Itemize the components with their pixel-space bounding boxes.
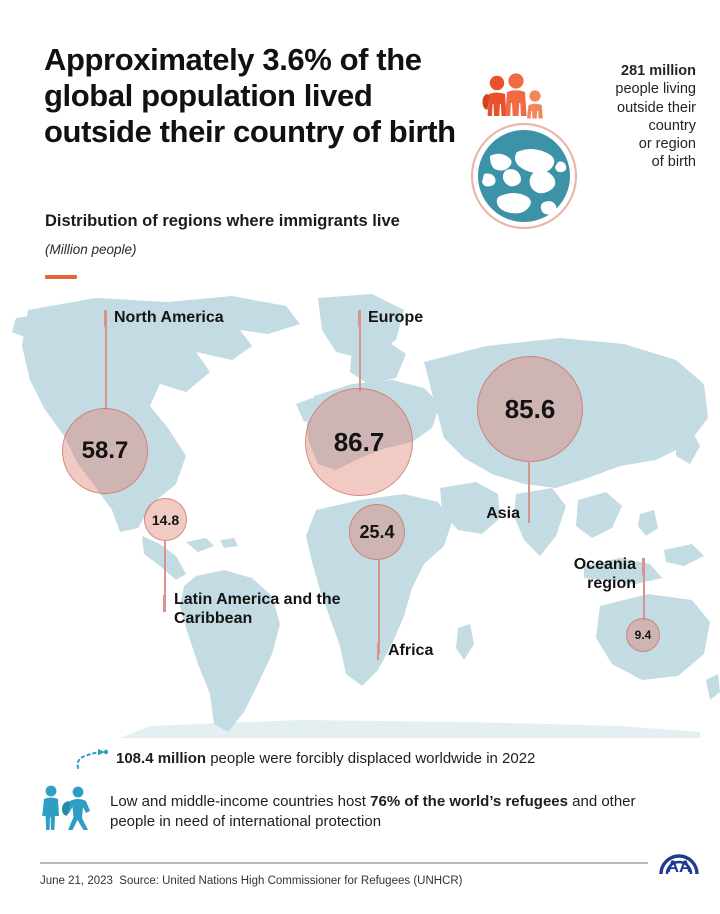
bubble-value-oceania: 9.4 xyxy=(634,628,652,642)
bubble-value-europe: 86.7 xyxy=(333,426,385,457)
leader-line-africa xyxy=(378,559,380,654)
bubble-latin-america[interactable]: 14.8 xyxy=(144,498,187,541)
leader-line-oceania xyxy=(643,558,645,620)
footer-divider xyxy=(40,862,648,864)
leader-line-latin-america xyxy=(164,540,166,612)
map-label-africa-text: Africa xyxy=(388,642,434,659)
map-label-asia-text: Asia xyxy=(486,505,520,522)
footer-date: June 21, 2023 xyxy=(40,875,113,887)
note-displacement-bold: 108.4 million xyxy=(116,750,207,767)
note-displacement-rest: people were forcibly displaced worldwide… xyxy=(206,750,536,767)
leader-line-europe xyxy=(359,310,361,392)
subtitle: Distribution of regions where immigrants… xyxy=(45,212,400,230)
note-displacement-text: 108.4 million people were forcibly displ… xyxy=(116,748,535,769)
map-label-africa: Africa xyxy=(388,642,433,661)
map-label-north-america: North America xyxy=(114,309,224,328)
leader-tick-latin-america xyxy=(163,595,165,612)
globe-icon xyxy=(470,122,578,230)
map-label-asia: Asia xyxy=(448,505,520,524)
world-map: North America 58.7 14.8 Latin America an… xyxy=(0,288,720,738)
bubble-value-north-america: 58.7 xyxy=(81,437,129,464)
page-title: Approximately 3.6% of the global populat… xyxy=(44,42,456,149)
bubble-north-america[interactable]: 58.7 xyxy=(62,408,148,494)
stat-value: 281 million xyxy=(621,63,696,79)
svg-text:AA: AA xyxy=(667,857,692,876)
note-refugees-pre: Low and middle-income countries host xyxy=(110,793,371,810)
header: Approximately 3.6% of the global populat… xyxy=(0,0,720,285)
accent-divider xyxy=(45,275,77,279)
leader-line-north-america xyxy=(105,310,107,410)
map-label-europe-text: Europe xyxy=(368,309,424,326)
note-refugees: Low and middle-income countries host 76%… xyxy=(38,784,680,832)
note-displacement: 108.4 million people were forcibly displ… xyxy=(74,748,535,774)
note-refugees-text: Low and middle-income countries host 76%… xyxy=(110,784,680,831)
map-label-north-america-text: North America xyxy=(114,309,224,326)
map-label-europe: Europe xyxy=(368,309,423,328)
globe-family-illustration xyxy=(470,72,580,232)
leader-line-asia xyxy=(528,461,530,523)
bubble-oceania[interactable]: 9.4 xyxy=(626,618,660,652)
leader-tick-africa xyxy=(377,643,379,660)
bubble-value-asia: 85.6 xyxy=(504,393,556,424)
migration-path-icon xyxy=(76,749,108,769)
bubble-value-africa: 25.4 xyxy=(359,521,395,542)
bubble-asia[interactable]: 85.6 xyxy=(477,356,583,462)
global-migrants-stat: 281 million people living outside their … xyxy=(578,62,696,172)
map-label-oceania-text: Oceania region xyxy=(573,556,636,592)
stat-line-4: or region xyxy=(638,136,696,153)
note-refugees-post: and other people in need of internationa… xyxy=(110,793,636,830)
map-label-oceania: Oceania region xyxy=(552,556,636,594)
notes-section: 108.4 million people were forcibly displ… xyxy=(0,740,720,840)
stat-line-2: outside their xyxy=(617,99,696,116)
bubble-europe[interactable]: 86.7 xyxy=(305,388,413,496)
anadolu-agency-logo: AA xyxy=(659,854,699,876)
footer-credits: June 21, 2023 Source: United Nations Hig… xyxy=(40,875,463,887)
refugees-walking-icon xyxy=(42,785,90,830)
note-refugees-bold: 76% of the world’s refugees xyxy=(370,793,568,810)
stat-line-1: people living xyxy=(615,81,696,98)
map-label-latin-america: Latin America and the Caribbean xyxy=(174,591,344,629)
bubble-value-latin-america: 14.8 xyxy=(151,511,180,528)
footer-source: Source: United Nations High Commissioner… xyxy=(119,875,463,887)
stat-line-3: country xyxy=(648,117,696,134)
units-label: (Million people) xyxy=(45,242,137,257)
family-icon xyxy=(482,73,543,119)
map-label-latin-america-text: Latin America and the Caribbean xyxy=(174,591,341,627)
bubble-africa[interactable]: 25.4 xyxy=(349,504,405,560)
stat-line-5: of birth xyxy=(651,154,696,171)
